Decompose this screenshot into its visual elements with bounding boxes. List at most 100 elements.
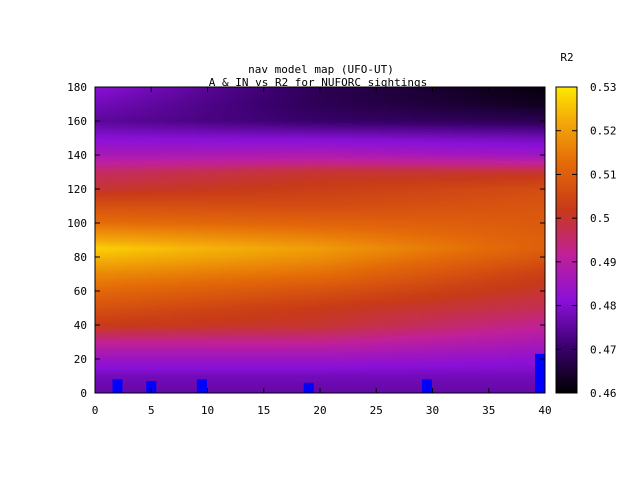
heatmap-cell <box>217 95 220 98</box>
heatmap-cell <box>413 97 416 100</box>
heatmap-cell <box>351 93 354 96</box>
heatmap-cell <box>483 97 486 100</box>
heatmap-cell <box>281 95 284 98</box>
heatmap-cell <box>397 91 400 94</box>
heatmap-cell <box>283 99 286 102</box>
heatmap-cell <box>179 91 182 94</box>
heatmap-cell <box>383 91 386 94</box>
heatmap-cell <box>481 103 484 106</box>
heatmap-cell <box>309 95 312 98</box>
heatmap-cell <box>437 91 440 94</box>
heatmap-cell <box>449 95 452 98</box>
heatmap-cell <box>115 91 118 94</box>
heatmap-cell <box>239 87 242 90</box>
heatmap-cell <box>457 87 460 90</box>
heatmap-cell <box>195 103 198 106</box>
heatmap-cell <box>365 87 368 90</box>
heatmap-cell <box>463 91 466 94</box>
heatmap-cell <box>421 97 424 100</box>
heatmap-cell <box>529 97 532 100</box>
heatmap-cell <box>517 97 520 100</box>
heatmap-cell <box>457 101 460 104</box>
heatmap-cell <box>123 99 126 102</box>
heatmap-cell <box>151 91 154 94</box>
heatmap-cell <box>467 89 470 92</box>
heatmap-cell <box>197 89 200 92</box>
heatmap-cell <box>537 97 540 100</box>
heatmap-cell <box>165 91 168 94</box>
heatmap-cell <box>155 103 158 106</box>
heatmap-cell <box>463 103 466 106</box>
heatmap-cell <box>429 97 432 100</box>
heatmap-cell <box>415 97 418 100</box>
heatmap-cell <box>483 101 486 104</box>
heatmap-cell <box>215 87 218 90</box>
heatmap-cell <box>129 95 132 98</box>
heatmap-cell <box>179 101 182 104</box>
heatmap-cell <box>403 87 406 90</box>
heatmap-cell <box>529 91 532 94</box>
heatmap-cell <box>99 103 102 106</box>
heatmap-cell <box>489 89 492 92</box>
heatmap-cell <box>303 95 306 98</box>
heatmap-cell <box>257 99 260 102</box>
heatmap-cell <box>215 89 218 92</box>
heatmap-cell <box>385 103 388 106</box>
heatmap-cell <box>133 93 136 96</box>
heatmap-cell <box>179 95 182 98</box>
heatmap-cell <box>125 93 128 96</box>
heatmap-cell <box>357 93 360 96</box>
heatmap-cell <box>269 89 272 92</box>
heatmap-cell <box>183 103 186 106</box>
heatmap-cell <box>507 87 510 90</box>
heatmap-cell <box>469 91 472 94</box>
heatmap-cell <box>443 99 446 102</box>
heatmap-cell <box>543 89 546 92</box>
heatmap-cell <box>493 99 496 102</box>
heatmap-cell <box>507 89 510 92</box>
heatmap-cell <box>485 89 488 92</box>
heatmap-cell <box>403 97 406 100</box>
heatmap-cell <box>221 87 224 90</box>
heatmap-cell <box>99 101 102 104</box>
heatmap-cell <box>459 95 462 98</box>
heatmap-cell <box>235 99 238 102</box>
heatmap-cell <box>537 93 540 96</box>
heatmap-cell <box>415 93 418 96</box>
heatmap-cell <box>349 97 352 100</box>
heatmap-cell <box>201 91 204 94</box>
heatmap-cell <box>475 99 478 102</box>
heatmap-cell <box>489 101 492 104</box>
heatmap-cell <box>507 95 510 98</box>
heatmap-cell <box>511 89 514 92</box>
heatmap-cell <box>205 99 208 102</box>
heatmap-cell <box>211 103 214 106</box>
heatmap-cell <box>505 95 508 98</box>
heatmap-cell <box>97 99 100 102</box>
heatmap-cell <box>315 93 318 96</box>
heatmap-cell <box>351 103 354 106</box>
heatmap-cell <box>479 91 482 94</box>
heatmap-cell <box>387 99 390 102</box>
heatmap-cell <box>475 103 478 106</box>
heatmap-cell <box>325 101 328 104</box>
heatmap-cell <box>305 101 308 104</box>
heatmap-cell <box>437 87 440 90</box>
heatmap-cell <box>271 91 274 94</box>
heatmap-cell <box>105 103 108 106</box>
heatmap-cell <box>515 99 518 102</box>
heatmap-cell <box>171 99 174 102</box>
heatmap-cell <box>205 97 208 100</box>
heatmap-cell <box>301 97 304 100</box>
heatmap-cell <box>479 93 482 96</box>
heatmap-cell <box>143 91 146 94</box>
heatmap-cell <box>537 91 540 94</box>
heatmap-cell <box>145 95 148 98</box>
heatmap-cell <box>323 99 326 102</box>
heatmap-cell <box>181 87 184 90</box>
heatmap-cell <box>187 99 190 102</box>
heatmap-cell <box>519 99 522 102</box>
heatmap-cell <box>411 101 414 104</box>
heatmap-cell <box>421 103 424 106</box>
heatmap-cell <box>137 87 140 90</box>
